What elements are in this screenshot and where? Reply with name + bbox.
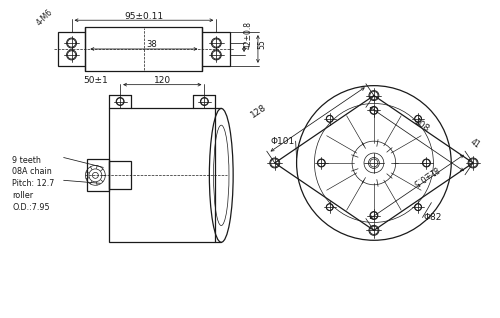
Text: 95±0.11: 95±0.11 [124, 12, 164, 21]
Text: 81±0.5: 81±0.5 [410, 163, 440, 187]
Text: 128: 128 [248, 102, 268, 120]
Text: 120: 120 [154, 76, 171, 85]
Text: 50±1: 50±1 [83, 76, 108, 85]
Text: 42±0.8: 42±0.8 [244, 21, 252, 49]
Text: Φ82: Φ82 [424, 213, 442, 222]
Text: Φ101: Φ101 [270, 137, 294, 146]
Bar [86, 27, 202, 71]
Bar [109, 162, 131, 189]
Text: 38: 38 [146, 39, 157, 49]
Text: 4-M6: 4-M6 [35, 7, 54, 27]
Bar [88, 160, 109, 191]
Text: 9 teeth
08A chain
Pitch: 12.7
roller
O.D.:7.95: 9 teeth 08A chain Pitch: 12.7 roller O.D… [12, 156, 54, 212]
Bar [109, 108, 216, 242]
Bar [58, 32, 86, 66]
Text: 55: 55 [258, 39, 266, 49]
Text: 41: 41 [468, 138, 481, 150]
Text: 108: 108 [412, 117, 432, 134]
Bar [202, 32, 230, 66]
